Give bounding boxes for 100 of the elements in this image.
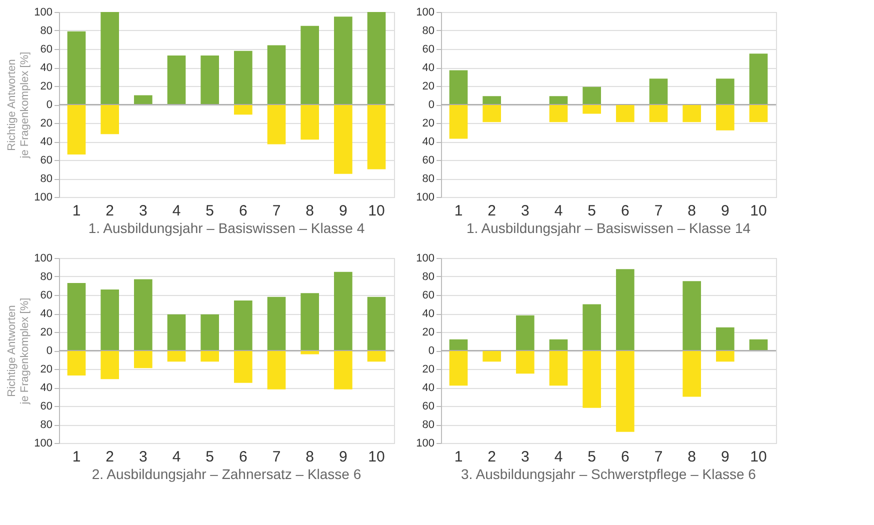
bar — [549, 339, 568, 350]
y-tick-label: 20 — [422, 80, 434, 92]
y-tick-label: 0 — [428, 345, 434, 357]
y-tick-label: 100 — [416, 438, 434, 450]
bar — [482, 96, 501, 104]
bar — [716, 104, 734, 130]
y-tick-label: 40 — [422, 136, 434, 148]
x-tick-label: 6 — [238, 202, 248, 220]
y-tick-label: 0 — [428, 99, 434, 111]
x-tick-label: 3 — [520, 202, 530, 220]
y-axis-title: Richtige Antworten je Fragenkomplex [%] — [6, 298, 32, 406]
bar — [134, 279, 152, 350]
x-tick-label: 9 — [720, 448, 730, 466]
x-tick-label: 2 — [106, 202, 114, 220]
bar — [749, 54, 768, 104]
y-tick-label: 40 — [422, 382, 434, 394]
bar — [234, 350, 252, 383]
bar — [649, 104, 668, 122]
y-tick-label: 0 — [46, 99, 52, 111]
bar — [549, 104, 568, 122]
bar — [100, 12, 119, 104]
y-tick-label: 60 — [40, 44, 52, 56]
bar — [267, 45, 286, 104]
x-tick-label: 7 — [272, 202, 281, 220]
x-tick-label: 5 — [588, 448, 596, 466]
bar — [134, 95, 152, 104]
x-tick-label: 4 — [172, 448, 181, 466]
x-tick-label: 8 — [306, 448, 314, 466]
text: 2. Ausbildungsjahr – Zahnersatz – Klasse 6 — [92, 466, 362, 482]
y-tick-label: 100 — [416, 192, 434, 204]
bar — [716, 78, 734, 104]
y-tick-label: 60 — [422, 44, 434, 56]
y-tick-label: 60 — [40, 154, 52, 166]
x-tick-label: 7 — [654, 448, 663, 466]
y-tick-label: 80 — [40, 271, 52, 283]
x-tick-label: 7 — [272, 448, 281, 466]
x-tick-label: 4 — [172, 202, 181, 220]
bar — [549, 96, 568, 104]
bar — [200, 350, 219, 362]
bar — [582, 104, 601, 114]
bar — [300, 26, 319, 104]
y-tick-label: 80 — [40, 173, 52, 185]
y-tick-label: 100 — [34, 438, 52, 450]
bar — [516, 350, 534, 374]
bar — [67, 350, 86, 376]
y-tick-label: 40 — [40, 308, 52, 320]
bar — [200, 55, 219, 104]
x-tick-label: 3 — [138, 202, 148, 220]
y-tick-label: 40 — [40, 62, 52, 74]
bar — [367, 350, 386, 362]
y-tick-label: 100 — [34, 252, 52, 264]
bar — [67, 104, 86, 154]
bar — [134, 350, 152, 368]
bar — [582, 350, 601, 408]
x-tick-label: 4 — [554, 202, 563, 220]
x-tick-label: 8 — [306, 202, 314, 220]
x-tick-label: 4 — [554, 448, 563, 466]
bar — [749, 339, 768, 350]
bar — [682, 281, 701, 350]
bar — [482, 350, 501, 362]
x-tick-label: 10 — [368, 202, 385, 220]
bar — [167, 55, 186, 104]
bar — [67, 282, 86, 350]
bar — [749, 104, 768, 122]
y-tick-label: 100 — [416, 252, 434, 264]
x-tick-label: 2 — [488, 202, 496, 220]
x-tick-label: 6 — [620, 448, 630, 466]
bar — [716, 327, 734, 350]
x-tick-label: 1 — [454, 448, 463, 466]
bar — [616, 104, 634, 122]
bar — [234, 300, 252, 350]
y-tick-label: 80 — [422, 419, 434, 431]
y-tick-label: 60 — [40, 290, 52, 302]
bar — [234, 50, 252, 104]
x-tick-label: 8 — [688, 202, 696, 220]
x-tick-label: 5 — [206, 202, 214, 220]
bar — [167, 314, 186, 350]
bar — [367, 104, 386, 170]
y-tick-label: 100 — [34, 192, 52, 204]
bar — [367, 296, 386, 350]
x-tick-label: 7 — [654, 202, 663, 220]
bar — [449, 70, 468, 104]
bar — [334, 104, 352, 174]
bar — [267, 104, 286, 144]
x-tick-label: 1 — [454, 202, 463, 220]
x-tick-label: 2 — [488, 448, 496, 466]
bar — [716, 350, 734, 362]
bar — [449, 104, 468, 139]
text: 1. Ausbildungsjahr – Basiswissen – Klasse 4 — [88, 220, 365, 236]
bar — [100, 104, 119, 134]
bar — [682, 104, 701, 122]
bar — [200, 314, 219, 350]
bar — [616, 269, 634, 350]
y-tick-label: 40 — [422, 62, 434, 74]
x-tick-label: 2 — [106, 448, 114, 466]
x-tick-label: 10 — [750, 448, 767, 466]
x-tick-label: 5 — [588, 202, 596, 220]
bar — [549, 350, 568, 386]
y-tick-label: 40 — [422, 308, 434, 320]
x-tick-label: 6 — [620, 202, 630, 220]
